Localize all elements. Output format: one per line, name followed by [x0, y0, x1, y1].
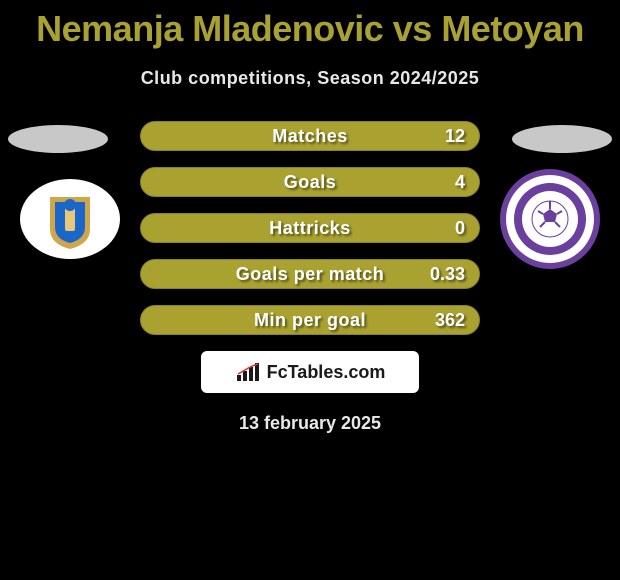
team-crest-left-icon: [20, 169, 120, 269]
bar-chart-icon: [235, 361, 261, 383]
stat-row-goals-per-match: Goals per match 0.33: [140, 259, 480, 289]
stat-value: 4: [455, 172, 465, 193]
shadow-ellipse-left: [8, 125, 108, 153]
source-logo-box: FcTables.com: [201, 351, 419, 393]
main-layout: ALASHKERT FOOTBALL CLUB Matches 12 Goals…: [0, 121, 620, 434]
stat-value: 0.33: [430, 264, 465, 285]
stat-label: Min per goal: [254, 310, 366, 331]
team-badge-left: [20, 169, 120, 269]
stat-value: 12: [445, 126, 465, 147]
page-title: Nemanja Mladenovic vs Metoyan: [0, 0, 620, 50]
stat-label: Goals: [284, 172, 337, 193]
stats-list: Matches 12 Goals 4 Hattricks 0 Goals per…: [140, 121, 480, 335]
stat-row-goals: Goals 4: [140, 167, 480, 197]
stat-label: Hattricks: [269, 218, 351, 239]
stat-row-hattricks: Hattricks 0: [140, 213, 480, 243]
shadow-ellipse-right: [512, 125, 612, 153]
stat-value: 362: [435, 310, 465, 331]
alashkert-crest-icon: ALASHKERT FOOTBALL CLUB: [500, 169, 600, 269]
stat-label: Matches: [272, 126, 348, 147]
stat-label: Goals per match: [236, 264, 385, 285]
comparison-card: Nemanja Mladenovic vs Metoyan Club compe…: [0, 0, 620, 580]
stat-row-min-per-goal: Min per goal 362: [140, 305, 480, 335]
team-badge-right: ALASHKERT FOOTBALL CLUB: [500, 169, 600, 269]
stat-row-matches: Matches 12: [140, 121, 480, 151]
stat-value: 0: [455, 218, 465, 239]
source-logo-text: FcTables.com: [267, 362, 386, 383]
date-text: 13 february 2025: [0, 413, 620, 434]
subtitle: Club competitions, Season 2024/2025: [0, 68, 620, 89]
